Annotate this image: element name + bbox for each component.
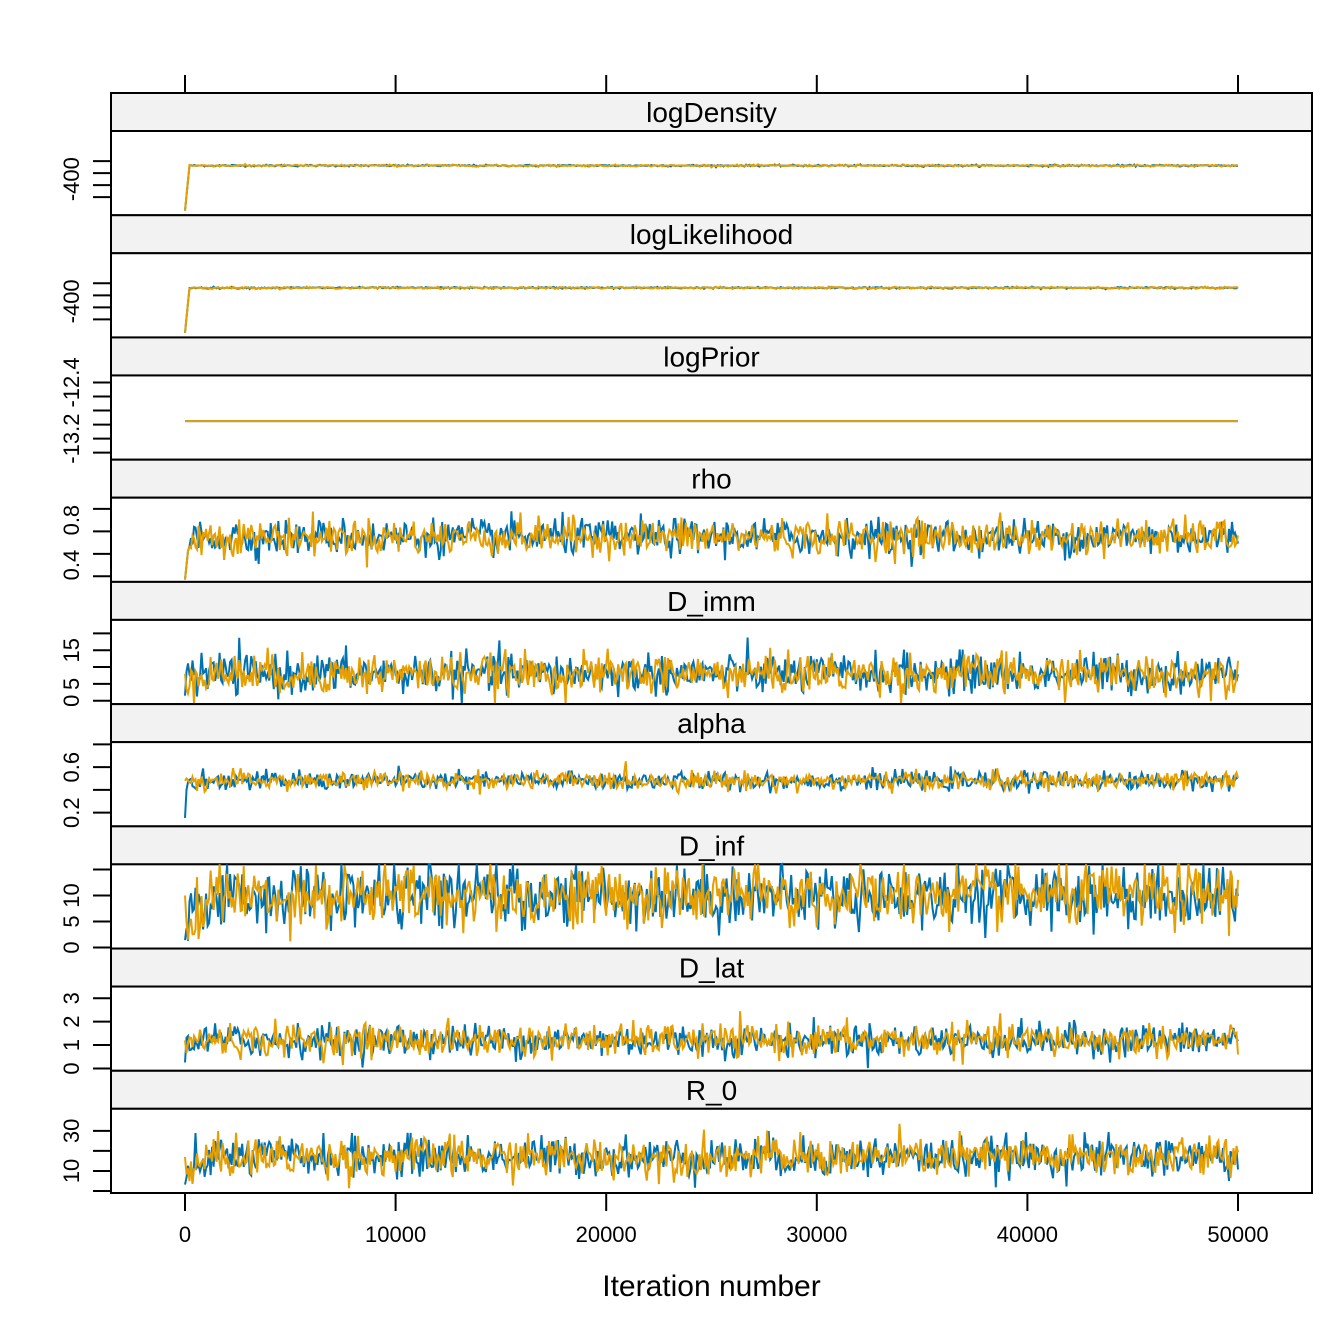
trace-logLikelihood-chain2 [184, 285, 1239, 333]
y-tick-label-logLikelihood: -400 [59, 279, 84, 323]
strip-label-D_lat: D_lat [679, 953, 745, 984]
trace-logDensity-chain2 [184, 162, 1238, 211]
x-tick-label: 10000 [365, 1222, 426, 1247]
y-tick-label-D_lat: 2 [59, 1016, 84, 1028]
y-tick-label-logPrior: -13.2 [59, 414, 84, 464]
trace-D_imm-chain2 [184, 647, 1239, 705]
y-tick-label-D_imm: 0 [59, 695, 84, 707]
strip-D_imm [110, 580, 1313, 621]
strip-label-logLikelihood: logLikelihood [630, 219, 793, 250]
x-tick-label: 50000 [1207, 1222, 1268, 1247]
y-tick-label-D_inf: 0 [59, 941, 84, 953]
y-tick-label-D_lat: 1 [59, 1039, 84, 1051]
panel-logLikelihood [110, 252, 1313, 339]
y-tick-label-R_0: 30 [59, 1119, 84, 1143]
strip-D_lat [110, 947, 1313, 988]
strip-logLikelihood [110, 214, 1313, 255]
strip-label-alpha: alpha [677, 708, 746, 739]
x-tick-label: 40000 [997, 1222, 1058, 1247]
y-tick-label-D_imm: 5 [59, 678, 84, 690]
y-tick-label-D_inf: 5 [59, 915, 84, 927]
trace-R_0-chain2 [184, 1123, 1239, 1189]
strip-D_inf [110, 825, 1313, 866]
strip-rho [110, 458, 1313, 499]
y-tick-label-R_0: 10 [59, 1159, 84, 1183]
strip-logDensity [110, 92, 1313, 132]
y-tick-label-logDensity: -400 [59, 157, 84, 201]
y-tick-label-D_imm: 15 [59, 638, 84, 662]
strip-label-D_imm: D_imm [667, 586, 756, 617]
panel-logPrior [110, 374, 1313, 461]
panel-D_lat [110, 985, 1313, 1072]
y-tick-label-alpha: 0.2 [59, 797, 84, 828]
y-tick-label-D_inf: 10 [59, 883, 84, 907]
trace-D_lat-chain2 [184, 1011, 1239, 1066]
strip-label-logPrior: logPrior [663, 341, 759, 372]
x-tick-label: 30000 [786, 1222, 847, 1247]
y-tick-label-D_lat: 0 [59, 1062, 84, 1074]
y-tick-label-logPrior: -12.4 [59, 357, 84, 407]
x-axis-title: Iteration number [602, 1270, 820, 1303]
trace-D_inf-chain2 [184, 863, 1239, 942]
trace-rho-chain2 [184, 511, 1239, 580]
panel-logDensity [110, 130, 1313, 217]
x-tick-label: 20000 [576, 1222, 637, 1247]
strip-R_0 [110, 1069, 1313, 1110]
x-tick-label: 0 [179, 1222, 191, 1247]
y-tick-label-alpha: 0.6 [59, 752, 84, 783]
y-tick-label-D_lat: 3 [59, 992, 84, 1004]
y-tick-label-rho: 0.4 [59, 550, 84, 581]
strip-label-logDensity: logDensity [646, 97, 777, 128]
strip-alpha [110, 703, 1313, 744]
strip-label-R_0: R_0 [686, 1075, 737, 1106]
trace-alpha-chain2 [184, 761, 1239, 796]
y-tick-label-rho: 0.8 [59, 505, 84, 536]
strip-label-rho: rho [691, 464, 731, 495]
strip-label-D_inf: D_inf [679, 830, 745, 861]
